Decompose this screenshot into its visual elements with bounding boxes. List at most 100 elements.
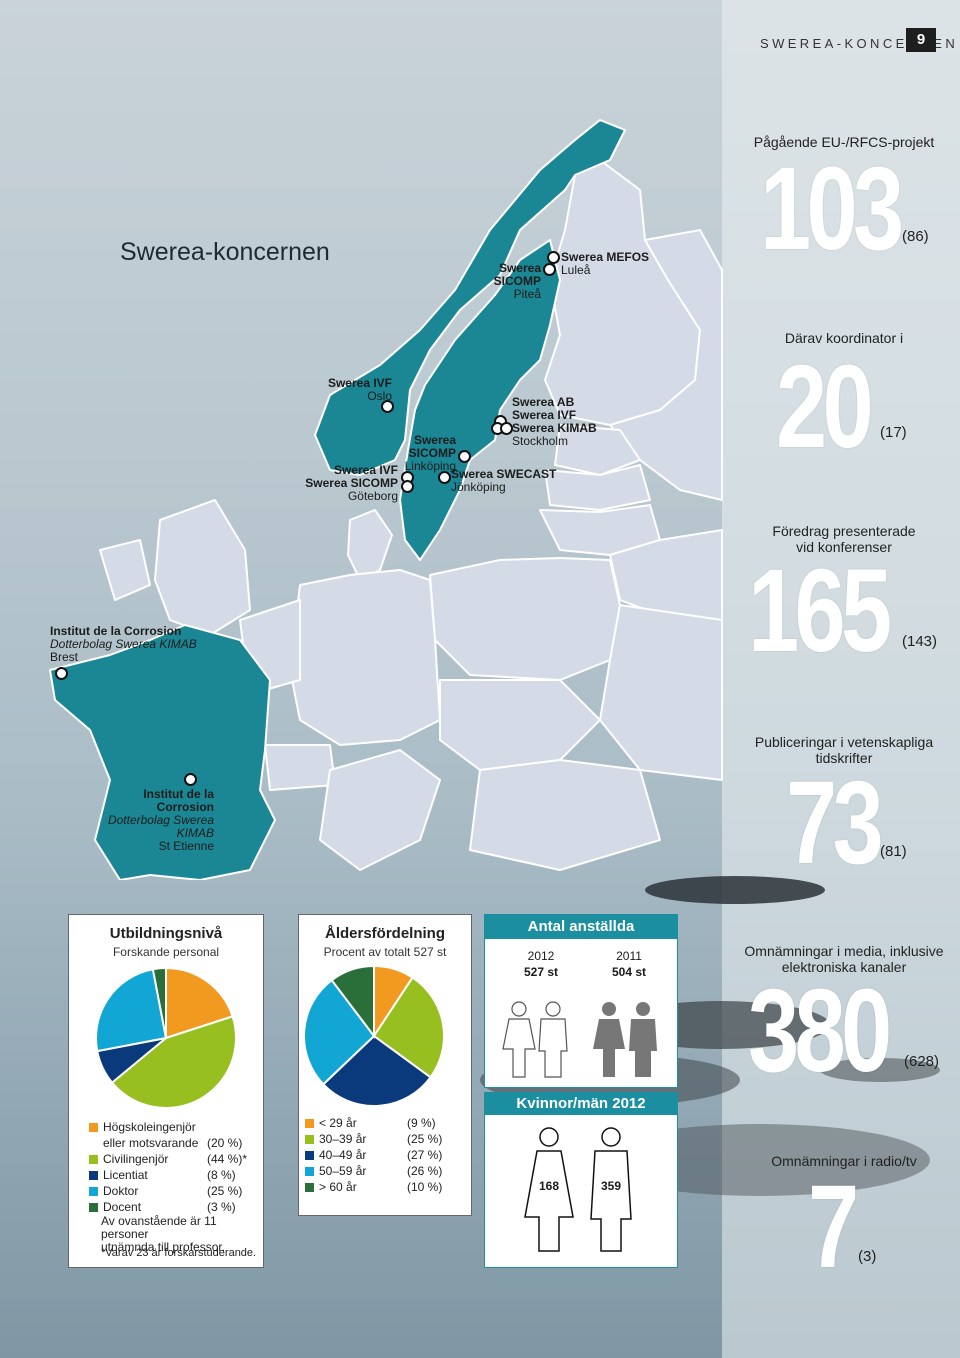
education-legend-0: Högskoleingenjör xyxy=(89,1119,259,1135)
woman-icon xyxy=(524,1127,574,1252)
location-stockholm: Swerea AB Swerea IVF Swerea KIMAB Stockholm xyxy=(512,395,597,448)
location-dot-st-etienne xyxy=(184,773,197,786)
employees-panel: Antal anställda 2012 527 st 2011 504 st xyxy=(484,914,678,1088)
location-pitea: Swerea SICOMP Piteå xyxy=(493,261,541,301)
edu-slice-3 xyxy=(95,968,168,1053)
europe-map xyxy=(49,119,723,880)
location-dot-oslo xyxy=(381,400,394,413)
education-legend-0b: eller motsvarande (20 %) xyxy=(103,1136,243,1150)
age-slice-1 xyxy=(372,976,445,1079)
employees-2011-year: 2011 xyxy=(616,949,642,963)
stat-coord-value: 20 xyxy=(776,341,874,473)
employees-2011-value: 504 st xyxy=(611,965,647,979)
gender-women-count: 168 xyxy=(538,1179,560,1193)
gender-figures xyxy=(524,1127,632,1252)
employees-2012-value: 527 st xyxy=(523,965,559,979)
norway-shape xyxy=(314,119,626,476)
france-shape xyxy=(49,624,276,880)
stat-eu-value: 103 xyxy=(760,143,904,275)
uk-shape xyxy=(154,499,251,636)
ireland-shape xyxy=(99,539,151,601)
location-linkoping: Swerea SICOMP Linköping xyxy=(404,433,456,473)
ukraine-shape xyxy=(599,604,723,781)
stat-eu-prev: (86) xyxy=(902,228,929,245)
legend-swatch xyxy=(305,1135,314,1145)
age-subtitle: Procent av totalt 527 st xyxy=(323,945,447,959)
education-legend-3: Doktor (25 %) xyxy=(89,1183,259,1199)
education-legend-4: Docent (3 %) xyxy=(89,1199,259,1215)
education-note: Av ovanstående är 11 personer utnämnda ti… xyxy=(101,1214,226,1254)
gender-men-count: 359 xyxy=(600,1179,622,1193)
edu-slice-1 xyxy=(110,1015,237,1109)
czech-austria-shape xyxy=(439,679,601,771)
employees-2012-year: 2012 xyxy=(527,949,555,963)
denmark-shape xyxy=(347,509,393,581)
age-legend-2: 40–49 år (27 %) xyxy=(305,1147,469,1163)
stat-media-value: 380 xyxy=(748,965,892,1097)
edu-slice-0 xyxy=(165,966,234,1040)
poland-shape xyxy=(429,557,621,681)
stat-media-label: Omnämningar i media, inklusive elektronis… xyxy=(744,943,944,975)
germany-shape xyxy=(289,569,441,746)
location-lulea: Swerea MEFOS Luleå xyxy=(561,250,650,277)
location-jonkoping: Swerea SWECAST Jönköping xyxy=(451,467,557,494)
location-dot-lulea xyxy=(547,251,560,264)
location-dot-pitea xyxy=(543,263,556,276)
stat-media-prev: (628) xyxy=(904,1053,940,1070)
legend-swatch xyxy=(89,1187,98,1197)
stat-coord-label: Därav koordinator i xyxy=(784,330,904,346)
stats-panel xyxy=(722,0,960,1358)
stat-talks-label: Föredrag presenterade vid konferenser xyxy=(772,523,916,555)
education-subtitle: Forskande personal xyxy=(112,945,220,959)
employees-title: Antal anställda xyxy=(485,915,677,939)
legend-swatch xyxy=(305,1167,314,1177)
age-slice-4 xyxy=(330,964,375,1039)
stat-radio-prev: (3) xyxy=(858,1248,877,1265)
age-panel: Åldersfördelning Procent av totalt 527 s… xyxy=(298,914,472,1216)
stat-radio-label: Omnämningar i radio/tv xyxy=(771,1153,917,1169)
legend-swatch xyxy=(305,1183,314,1193)
man-icon-2011 xyxy=(629,1002,657,1077)
location-goteborg: Swerea IVF Swerea SICOMP Göteborg xyxy=(305,463,398,503)
man-icon xyxy=(590,1127,632,1252)
education-legend: Högskoleingenjör eller motsvarande (20 %)… xyxy=(89,1119,259,1215)
employees-figures xyxy=(502,1001,657,1078)
location-dot-brest xyxy=(55,667,68,680)
age-slice-3 xyxy=(303,978,376,1086)
stat-pub-prev: (81) xyxy=(880,843,907,860)
stat-coord-prev: (17) xyxy=(880,424,907,441)
legend-swatch xyxy=(305,1119,314,1129)
location-st-etienne: Institut de la Corrosion Dotterbolag Swer… xyxy=(107,787,214,853)
page-number: 9 xyxy=(906,28,936,52)
age-slice-2 xyxy=(321,1034,432,1107)
education-legend-2: Licentiat (8 %) xyxy=(89,1167,259,1183)
education-footnote: *Varav 23 är forskarstuderande. xyxy=(101,1247,257,1259)
education-pie-chart xyxy=(95,966,237,1109)
stat-pub-value: 73 xyxy=(786,757,884,889)
woman-icon-2011 xyxy=(593,1002,625,1077)
age-pie-chart xyxy=(303,964,445,1107)
legend-swatch xyxy=(89,1155,98,1165)
education-title: Utbildningsnivå xyxy=(109,925,223,942)
age-title: Åldersfördelning xyxy=(324,925,445,942)
location-oslo: Swerea IVF Oslo xyxy=(327,376,392,403)
education-panel: Utbildningsnivå Forskande personal Högsk… xyxy=(68,914,264,1268)
stat-pub-label: Publiceringar i vetenskapliga tidskrifter xyxy=(754,734,934,766)
location-dot-stockholm-3 xyxy=(500,422,513,435)
age-legend-4: > 60 år (10 %) xyxy=(305,1179,469,1195)
age-legend: < 29 år (9 %) 30–39 år (25 %) 40–49 år (27 … xyxy=(305,1115,469,1195)
edu-slice-4 xyxy=(151,966,167,1039)
location-dot-linkoping xyxy=(458,450,471,463)
location-dot-goteborg-2 xyxy=(401,480,414,493)
education-legend-1: Civilingenjör (44 %)* xyxy=(89,1151,259,1167)
italy-shape xyxy=(319,749,441,871)
stat-eu-label: Pågående EU-/RFCS-projekt xyxy=(753,134,935,150)
age-legend-3: 50–59 år (26 %) xyxy=(305,1163,469,1179)
age-legend-0: < 29 år (9 %) xyxy=(305,1115,469,1131)
woman-icon-2012 xyxy=(502,1001,536,1078)
age-legend-1: 30–39 år (25 %) xyxy=(305,1131,469,1147)
latvia-shape xyxy=(544,464,651,511)
gender-title: Kvinnor/män 2012 xyxy=(485,1093,677,1115)
legend-swatch xyxy=(305,1151,314,1161)
estonia-shape xyxy=(554,424,641,476)
